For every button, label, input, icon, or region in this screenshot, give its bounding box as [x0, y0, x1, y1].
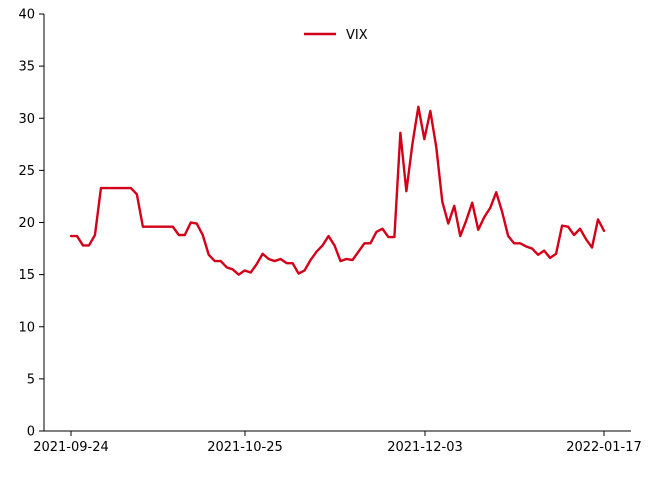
y-tick-label: 30 — [18, 112, 35, 127]
legend-label: VIX — [346, 28, 368, 43]
vix-series-line — [69, 105, 606, 276]
y-tick-label: 35 — [18, 60, 35, 75]
x-tick-label: 2021-10-25 — [207, 440, 283, 455]
legend: VIX — [304, 28, 368, 43]
x-tick-label: 2022-01-17 — [566, 440, 642, 455]
y-tick-label: 15 — [18, 268, 35, 283]
series-layer — [69, 105, 606, 276]
y-tick-label: 20 — [18, 216, 35, 231]
y-tick-label: 5 — [27, 372, 35, 387]
x-axis: 2021-09-24 2021-10-25 2021-12-03 2022-01-17 — [33, 430, 642, 455]
y-tick-label: 40 — [18, 8, 35, 23]
x-tick-label: 2021-12-03 — [387, 440, 463, 455]
y-axis: 0 5 10 15 20 25 30 35 40 — [18, 8, 45, 440]
x-tick-label: 2021-09-24 — [33, 440, 109, 455]
y-tick-label: 10 — [18, 320, 35, 335]
y-tick-label: 0 — [27, 425, 35, 440]
y-tick-label: 25 — [18, 164, 35, 179]
